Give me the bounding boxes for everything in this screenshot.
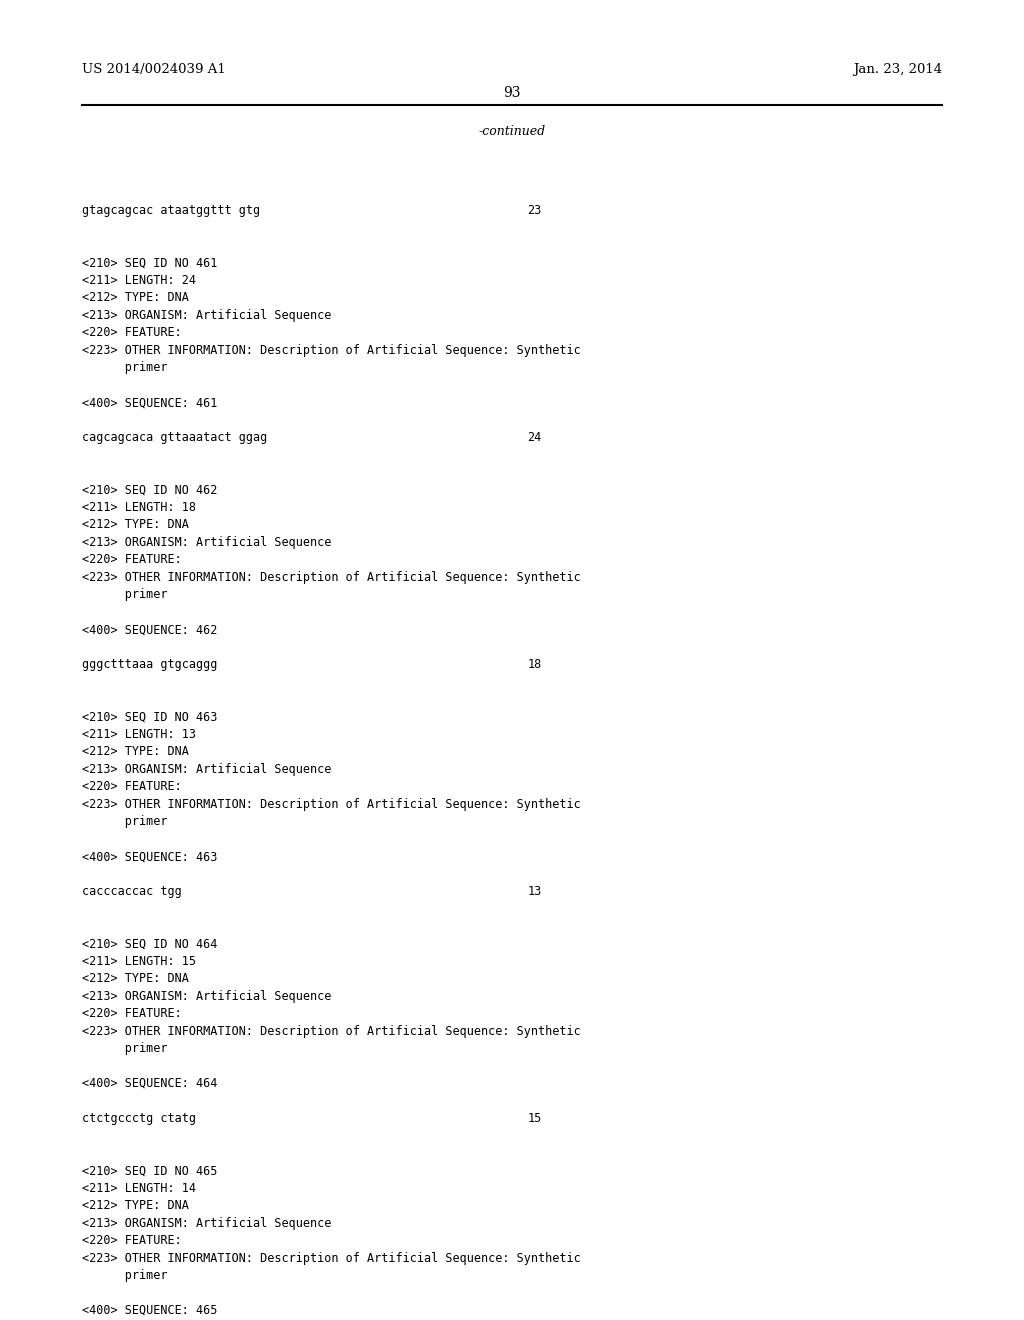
Text: <223> OTHER INFORMATION: Description of Artificial Sequence: Synthetic: <223> OTHER INFORMATION: Description of … — [82, 570, 581, 583]
Text: <223> OTHER INFORMATION: Description of Artificial Sequence: Synthetic: <223> OTHER INFORMATION: Description of … — [82, 1024, 581, 1038]
Text: gggctttaaa gtgcaggg: gggctttaaa gtgcaggg — [82, 659, 217, 671]
Text: <213> ORGANISM: Artificial Sequence: <213> ORGANISM: Artificial Sequence — [82, 1217, 332, 1230]
Text: 24: 24 — [527, 432, 542, 444]
Text: <211> LENGTH: 15: <211> LENGTH: 15 — [82, 954, 196, 968]
Text: US 2014/0024039 A1: US 2014/0024039 A1 — [82, 63, 225, 77]
Text: 93: 93 — [503, 86, 521, 99]
Text: <220> FEATURE:: <220> FEATURE: — [82, 326, 181, 339]
Text: <220> FEATURE:: <220> FEATURE: — [82, 780, 181, 793]
Text: <400> SEQUENCE: 464: <400> SEQUENCE: 464 — [82, 1077, 217, 1090]
Text: <213> ORGANISM: Artificial Sequence: <213> ORGANISM: Artificial Sequence — [82, 536, 332, 549]
Text: <211> LENGTH: 14: <211> LENGTH: 14 — [82, 1181, 196, 1195]
Text: <220> FEATURE:: <220> FEATURE: — [82, 1007, 181, 1020]
Text: <212> TYPE: DNA: <212> TYPE: DNA — [82, 1199, 188, 1212]
Text: primer: primer — [82, 589, 167, 601]
Text: primer: primer — [82, 1269, 167, 1282]
Text: 13: 13 — [527, 884, 542, 898]
Text: <400> SEQUENCE: 462: <400> SEQUENCE: 462 — [82, 623, 217, 636]
Text: <220> FEATURE:: <220> FEATURE: — [82, 553, 181, 566]
Text: <213> ORGANISM: Artificial Sequence: <213> ORGANISM: Artificial Sequence — [82, 309, 332, 322]
Text: Jan. 23, 2014: Jan. 23, 2014 — [853, 63, 942, 77]
Text: primer: primer — [82, 816, 167, 828]
Text: <223> OTHER INFORMATION: Description of Artificial Sequence: Synthetic: <223> OTHER INFORMATION: Description of … — [82, 797, 581, 810]
Text: <212> TYPE: DNA: <212> TYPE: DNA — [82, 292, 188, 305]
Text: <223> OTHER INFORMATION: Description of Artificial Sequence: Synthetic: <223> OTHER INFORMATION: Description of … — [82, 1251, 581, 1265]
Text: <211> LENGTH: 18: <211> LENGTH: 18 — [82, 502, 196, 513]
Text: <212> TYPE: DNA: <212> TYPE: DNA — [82, 746, 188, 758]
Text: <211> LENGTH: 13: <211> LENGTH: 13 — [82, 727, 196, 741]
Text: <400> SEQUENCE: 465: <400> SEQUENCE: 465 — [82, 1304, 217, 1317]
Text: <210> SEQ ID NO 465: <210> SEQ ID NO 465 — [82, 1164, 217, 1177]
Text: <212> TYPE: DNA: <212> TYPE: DNA — [82, 973, 188, 985]
Text: <220> FEATURE:: <220> FEATURE: — [82, 1234, 181, 1247]
Text: 15: 15 — [527, 1111, 542, 1125]
Text: 18: 18 — [527, 659, 542, 671]
Text: 23: 23 — [527, 205, 542, 218]
Text: cagcagcaca gttaaatact ggag: cagcagcaca gttaaatact ggag — [82, 432, 267, 444]
Text: <212> TYPE: DNA: <212> TYPE: DNA — [82, 519, 188, 532]
Text: cacccaccac tgg: cacccaccac tgg — [82, 884, 181, 898]
Text: ctctgccctg ctatg: ctctgccctg ctatg — [82, 1111, 196, 1125]
Text: primer: primer — [82, 1041, 167, 1055]
Text: <223> OTHER INFORMATION: Description of Artificial Sequence: Synthetic: <223> OTHER INFORMATION: Description of … — [82, 343, 581, 356]
Text: <211> LENGTH: 24: <211> LENGTH: 24 — [82, 275, 196, 286]
Text: <210> SEQ ID NO 462: <210> SEQ ID NO 462 — [82, 483, 217, 496]
Text: <210> SEQ ID NO 464: <210> SEQ ID NO 464 — [82, 937, 217, 950]
Text: primer: primer — [82, 362, 167, 375]
Text: <210> SEQ ID NO 463: <210> SEQ ID NO 463 — [82, 710, 217, 723]
Text: <400> SEQUENCE: 463: <400> SEQUENCE: 463 — [82, 850, 217, 863]
Text: <210> SEQ ID NO 461: <210> SEQ ID NO 461 — [82, 256, 217, 269]
Text: gtagcagcac ataatggttt gtg: gtagcagcac ataatggttt gtg — [82, 205, 260, 218]
Text: <213> ORGANISM: Artificial Sequence: <213> ORGANISM: Artificial Sequence — [82, 990, 332, 1003]
Text: <400> SEQUENCE: 461: <400> SEQUENCE: 461 — [82, 396, 217, 409]
Text: <213> ORGANISM: Artificial Sequence: <213> ORGANISM: Artificial Sequence — [82, 763, 332, 776]
Text: -continued: -continued — [478, 125, 546, 139]
